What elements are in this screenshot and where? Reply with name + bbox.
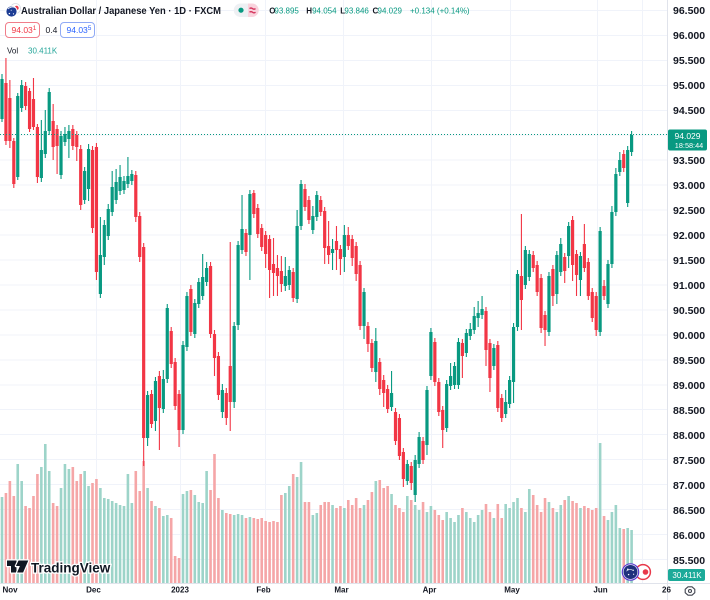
svg-text:87.500: 87.500 — [673, 455, 705, 467]
svg-text:86.500: 86.500 — [673, 505, 705, 517]
svg-text:+0.134 (+0.14%): +0.134 (+0.14%) — [410, 7, 470, 16]
svg-text:94.054: 94.054 — [312, 7, 337, 16]
svg-text:95.500: 95.500 — [673, 55, 705, 67]
svg-text:Jun: Jun — [593, 586, 607, 595]
svg-text:93.500: 93.500 — [673, 155, 705, 167]
svg-text:93.846: 93.846 — [344, 7, 369, 16]
svg-text:90.000: 90.000 — [673, 330, 705, 342]
svg-text:86.000: 86.000 — [673, 530, 705, 542]
svg-text:30.411K: 30.411K — [672, 571, 702, 580]
svg-text:92.500: 92.500 — [673, 205, 705, 217]
svg-text:TradingView: TradingView — [31, 561, 111, 576]
svg-text:C: C — [373, 7, 379, 16]
svg-text:26: 26 — [662, 586, 671, 595]
svg-text:94.031: 94.031 — [12, 25, 37, 35]
svg-text:93.895: 93.895 — [274, 7, 299, 16]
svg-text:Dec: Dec — [86, 586, 101, 595]
svg-text:L: L — [340, 7, 345, 16]
svg-text:2023: 2023 — [171, 586, 189, 595]
svg-text:90.500: 90.500 — [673, 305, 705, 317]
svg-text:87.000: 87.000 — [673, 480, 705, 492]
svg-text:Feb: Feb — [256, 586, 270, 595]
svg-text:95.000: 95.000 — [673, 80, 705, 92]
svg-text:91.000: 91.000 — [673, 280, 705, 292]
svg-text:94.029: 94.029 — [378, 7, 403, 16]
svg-text:88.500: 88.500 — [673, 405, 705, 417]
svg-text:Nov: Nov — [2, 586, 18, 595]
svg-text:91.500: 91.500 — [673, 255, 705, 267]
svg-text:94.500: 94.500 — [673, 105, 705, 117]
svg-text:30.411K: 30.411K — [28, 47, 58, 56]
svg-text:93.000: 93.000 — [673, 180, 705, 192]
svg-text:92.000: 92.000 — [673, 230, 705, 242]
svg-text:89.000: 89.000 — [673, 380, 705, 392]
svg-text:Apr: Apr — [423, 586, 437, 595]
svg-text:18:58:44: 18:58:44 — [675, 141, 703, 150]
svg-text:Vol: Vol — [7, 47, 18, 56]
svg-text:89.500: 89.500 — [673, 355, 705, 367]
svg-text:88.000: 88.000 — [673, 430, 705, 442]
svg-text:96.500: 96.500 — [673, 5, 705, 17]
svg-text:0.4: 0.4 — [46, 25, 58, 35]
svg-text:85.500: 85.500 — [673, 555, 705, 567]
svg-text:O: O — [269, 7, 275, 16]
svg-text:H: H — [306, 7, 312, 16]
svg-text:Mar: Mar — [334, 586, 348, 595]
svg-text:Australian Dollar / Japanese Y: Australian Dollar / Japanese Yen · 1D · … — [21, 6, 221, 17]
svg-text:94.029: 94.029 — [675, 131, 701, 141]
svg-text:96.000: 96.000 — [673, 30, 705, 42]
svg-text:94.035: 94.035 — [67, 25, 92, 35]
svg-text:May: May — [504, 586, 520, 595]
